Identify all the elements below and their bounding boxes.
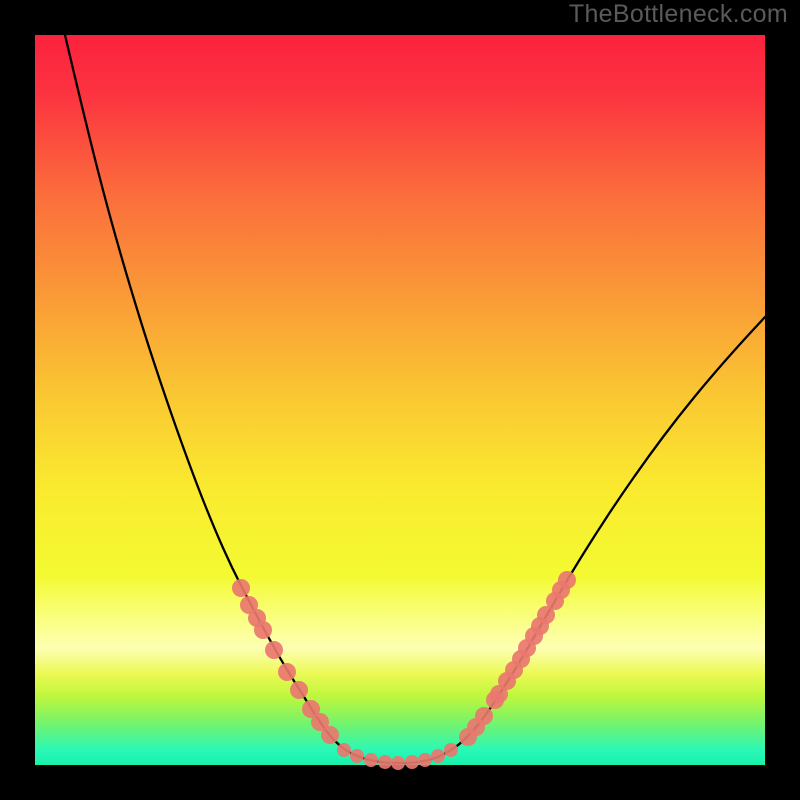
marker-point: [364, 753, 378, 767]
marker-point: [431, 749, 445, 763]
marker-point: [350, 749, 364, 763]
marker-point: [337, 743, 351, 757]
marker-point: [378, 755, 392, 769]
marker-point: [290, 681, 308, 699]
marker-point: [254, 621, 272, 639]
marker-point: [321, 726, 339, 744]
marker-point: [278, 663, 296, 681]
marker-point: [558, 571, 576, 589]
marker-point: [232, 579, 250, 597]
marker-point: [391, 756, 405, 770]
marker-layer: [0, 0, 800, 800]
marker-point: [444, 743, 458, 757]
scatter-markers: [232, 571, 576, 770]
marker-point: [475, 707, 493, 725]
watermark-text: TheBottleneck.com: [569, 0, 788, 29]
marker-point: [405, 755, 419, 769]
marker-point: [418, 753, 432, 767]
marker-point: [265, 641, 283, 659]
